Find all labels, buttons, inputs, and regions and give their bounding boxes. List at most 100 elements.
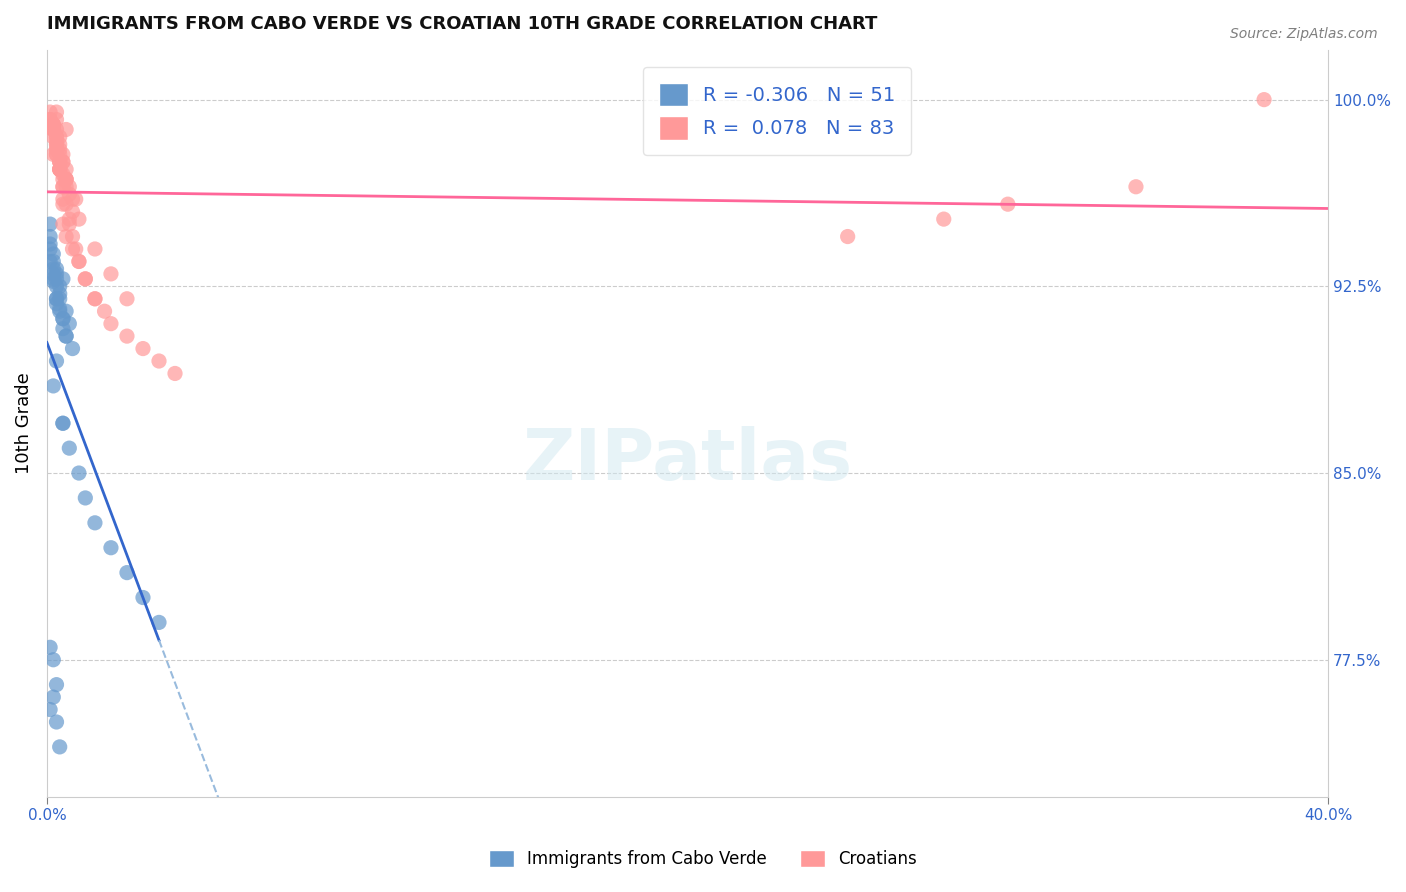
Point — [1125, 179, 1147, 194]
Point — [67, 212, 90, 227]
Point — [58, 317, 80, 331]
Point — [45, 112, 67, 127]
Point — [100, 541, 122, 555]
Point — [55, 122, 77, 136]
Point — [55, 162, 77, 177]
Point — [55, 172, 77, 186]
Point — [45, 135, 67, 149]
Point — [42, 122, 65, 136]
Point — [42, 261, 65, 276]
Point — [48, 162, 70, 177]
Point — [132, 342, 155, 356]
Point — [163, 367, 186, 381]
Point — [42, 118, 65, 132]
Point — [62, 204, 84, 219]
Point — [115, 292, 138, 306]
Point — [52, 311, 75, 326]
Point — [84, 516, 107, 530]
Point — [45, 272, 67, 286]
Point — [45, 143, 67, 157]
Point — [132, 591, 155, 605]
Point — [42, 690, 65, 704]
Point — [45, 143, 67, 157]
Point — [84, 242, 107, 256]
Point — [62, 229, 84, 244]
Point — [55, 197, 77, 211]
Point — [55, 229, 77, 244]
Point — [45, 261, 67, 276]
Point — [48, 739, 70, 754]
Point — [100, 317, 122, 331]
Point — [48, 154, 70, 169]
Point — [93, 304, 115, 318]
Point — [1253, 93, 1275, 107]
Point — [52, 147, 75, 161]
Point — [42, 274, 65, 288]
Point — [45, 147, 67, 161]
Point — [48, 154, 70, 169]
Point — [45, 137, 67, 152]
Point — [58, 212, 80, 227]
Point — [42, 122, 65, 136]
Point — [48, 162, 70, 177]
Point — [65, 242, 87, 256]
Point — [997, 197, 1019, 211]
Point — [39, 105, 62, 120]
Point — [52, 192, 75, 206]
Point — [42, 254, 65, 268]
Point — [39, 112, 62, 127]
Point — [39, 237, 62, 252]
Point — [48, 162, 70, 177]
Point — [52, 416, 75, 430]
Point — [48, 130, 70, 145]
Point — [45, 147, 67, 161]
Point — [42, 118, 65, 132]
Point — [45, 678, 67, 692]
Point — [55, 172, 77, 186]
Point — [67, 254, 90, 268]
Point — [45, 130, 67, 145]
Point — [52, 416, 75, 430]
Point — [39, 254, 62, 268]
Point — [39, 229, 62, 244]
Point — [55, 329, 77, 343]
Point — [62, 192, 84, 206]
Point — [55, 304, 77, 318]
Y-axis label: 10th Grade: 10th Grade — [15, 372, 32, 475]
Point — [45, 292, 67, 306]
Point — [52, 272, 75, 286]
Point — [39, 112, 62, 127]
Point — [48, 279, 70, 293]
Point — [42, 118, 65, 132]
Point — [52, 167, 75, 181]
Point — [52, 311, 75, 326]
Point — [55, 179, 77, 194]
Legend: R = -0.306   N = 51, R =  0.078   N = 83: R = -0.306 N = 51, R = 0.078 N = 83 — [643, 67, 911, 155]
Point — [75, 491, 97, 505]
Point — [55, 172, 77, 186]
Point — [52, 179, 75, 194]
Point — [52, 154, 75, 169]
Point — [39, 640, 62, 655]
Point — [45, 297, 67, 311]
Point — [115, 329, 138, 343]
Point — [932, 212, 955, 227]
Text: ZIPatlas: ZIPatlas — [523, 426, 852, 495]
Point — [52, 321, 75, 335]
Point — [42, 379, 65, 393]
Point — [115, 566, 138, 580]
Point — [52, 197, 75, 211]
Point — [84, 292, 107, 306]
Point — [48, 286, 70, 301]
Point — [48, 304, 70, 318]
Point — [48, 137, 70, 152]
Point — [42, 267, 65, 281]
Point — [58, 187, 80, 202]
Point — [58, 441, 80, 455]
Point — [45, 292, 67, 306]
Point — [75, 272, 97, 286]
Point — [62, 342, 84, 356]
Point — [45, 267, 67, 281]
Point — [39, 242, 62, 256]
Point — [45, 279, 67, 293]
